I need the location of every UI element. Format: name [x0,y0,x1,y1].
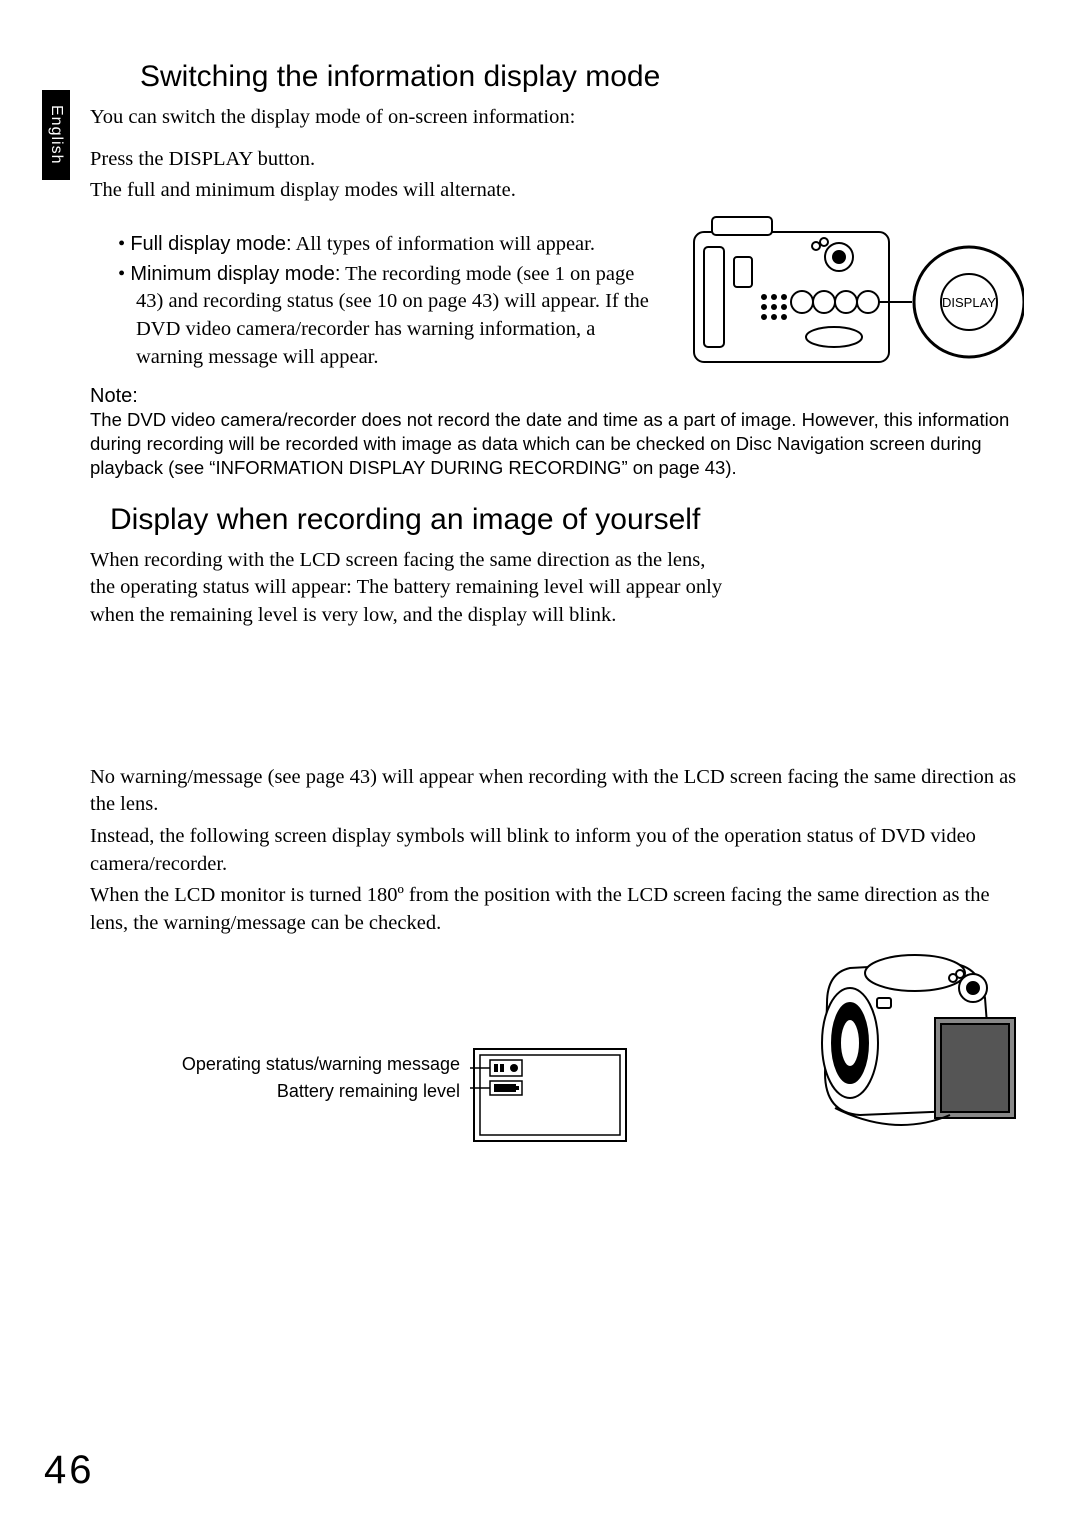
self-record-p2b: Instead, the following screen display sy… [90,823,1020,878]
self-record-p1: When recording with the LCD screen facin… [90,547,730,630]
alternate-text: The full and minimum display modes will … [90,177,650,205]
callout-battery-level: Battery remaining level [90,1078,460,1105]
self-record-p2a: No warning/message (see page 43) will ap… [90,764,1020,819]
self-record-p2c: When the LCD monitor is turned 180º from… [90,882,1020,937]
full-mode-text: All types of information will appear. [292,233,595,255]
bullet-full: Full display mode: All types of informat… [118,231,650,259]
press-text: Press the DISPLAY button. [90,146,650,174]
intro-text: You can switch the display mode of on-sc… [90,104,1020,132]
section-title-switching: Switching the information display mode [140,60,1020,94]
figure-lcd-screen [470,1045,630,1145]
section-title-self-record: Display when recording an image of yours… [110,503,1020,537]
figure-camera-self-record [805,943,1020,1133]
page-content: Switching the information display mode Y… [90,60,1020,942]
language-tab: English [42,90,70,180]
figure-camera-display-button: DISPLAY [674,202,1024,392]
min-mode-label: Minimum display mode: [130,263,340,285]
lcd-callouts: Operating status/warning message Battery… [90,1051,460,1105]
bullet-min: Minimum display mode: The recording mode… [118,261,650,372]
full-mode-label: Full display mode: [130,233,291,255]
note-body: The DVD video camera/recorder does not r… [90,408,1020,480]
callout-operating-status: Operating status/warning message [90,1051,460,1078]
page-number: 46 [44,1448,95,1493]
display-mode-list: Full display mode: All types of informat… [90,231,650,371]
display-button-label: DISPLAY [942,295,996,310]
